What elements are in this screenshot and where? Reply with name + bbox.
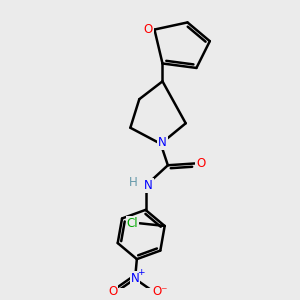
Text: Cl: Cl xyxy=(127,217,138,230)
Text: O: O xyxy=(196,157,206,170)
Text: H: H xyxy=(129,176,137,189)
Text: O: O xyxy=(108,285,117,298)
Text: O: O xyxy=(144,23,153,36)
Text: O⁻: O⁻ xyxy=(152,285,168,298)
Text: N: N xyxy=(131,272,140,285)
Text: N: N xyxy=(158,136,167,149)
Text: +: + xyxy=(138,268,145,277)
Text: N: N xyxy=(144,179,153,192)
